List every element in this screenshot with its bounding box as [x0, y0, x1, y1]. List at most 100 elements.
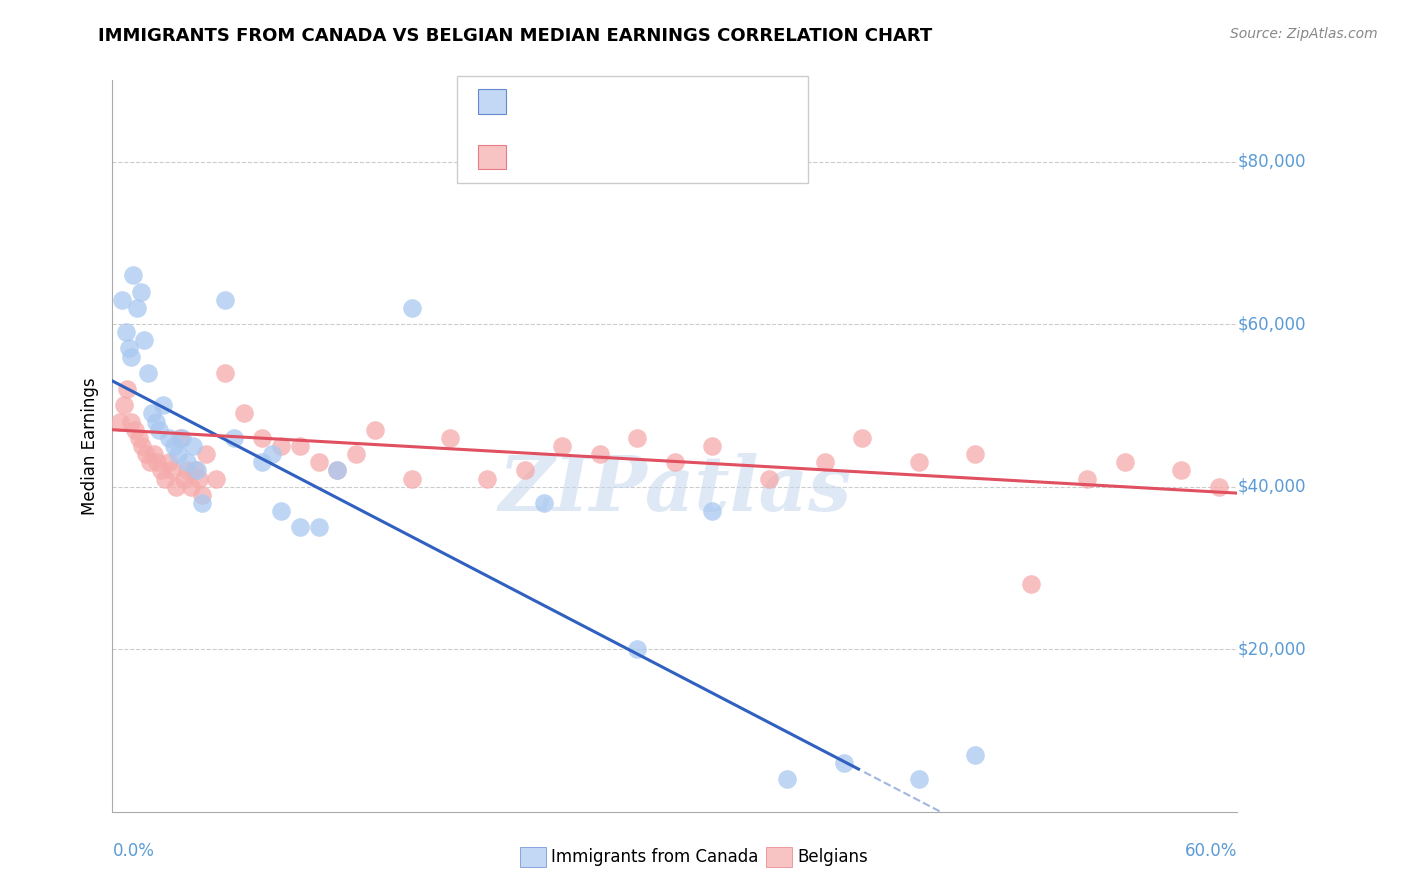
- Point: [184, 463, 207, 477]
- Point: [108, 415, 131, 429]
- Point: [702, 439, 724, 453]
- Point: [139, 455, 162, 469]
- Point: [533, 496, 555, 510]
- Point: [626, 431, 648, 445]
- Point: [153, 471, 176, 485]
- Point: [112, 398, 135, 412]
- Point: [114, 325, 136, 339]
- Point: [344, 447, 367, 461]
- Point: [626, 642, 648, 657]
- Point: [288, 439, 311, 453]
- Point: [141, 407, 163, 421]
- Point: [288, 520, 311, 534]
- Point: [776, 772, 799, 787]
- Point: [131, 439, 153, 453]
- Point: [148, 423, 170, 437]
- Point: [551, 439, 574, 453]
- Point: [176, 463, 198, 477]
- Point: [195, 447, 218, 461]
- Text: N = 53: N = 53: [626, 148, 688, 166]
- Point: [907, 455, 929, 469]
- Text: Source: ZipAtlas.com: Source: ZipAtlas.com: [1230, 27, 1378, 41]
- Point: [270, 439, 292, 453]
- Text: Immigrants from Canada: Immigrants from Canada: [551, 848, 758, 866]
- Point: [1019, 577, 1042, 591]
- Point: [589, 447, 612, 461]
- Point: [162, 463, 184, 477]
- Point: [128, 431, 150, 445]
- Point: [136, 366, 159, 380]
- Point: [308, 520, 330, 534]
- Text: 60.0%: 60.0%: [1185, 842, 1237, 860]
- Point: [181, 439, 204, 453]
- Text: R =: R =: [517, 93, 554, 111]
- Text: ZIPatlas: ZIPatlas: [498, 453, 852, 527]
- Point: [157, 455, 180, 469]
- Point: [702, 504, 724, 518]
- Point: [173, 471, 195, 485]
- Point: [907, 772, 929, 787]
- Y-axis label: Median Earnings: Median Earnings: [80, 377, 98, 515]
- Point: [401, 471, 423, 485]
- Text: $80,000: $80,000: [1237, 153, 1306, 170]
- Point: [122, 268, 145, 283]
- Point: [125, 301, 148, 315]
- Point: [186, 463, 208, 477]
- Point: [191, 496, 214, 510]
- Point: [814, 455, 837, 469]
- Point: [364, 423, 387, 437]
- Point: [176, 455, 198, 469]
- Text: -0.213: -0.213: [553, 148, 612, 166]
- Point: [477, 471, 499, 485]
- Point: [224, 431, 246, 445]
- Text: $60,000: $60,000: [1237, 315, 1306, 333]
- Text: $20,000: $20,000: [1237, 640, 1306, 658]
- Point: [260, 447, 283, 461]
- Point: [111, 293, 134, 307]
- Point: [1076, 471, 1098, 485]
- Point: [204, 471, 226, 485]
- Point: [120, 415, 142, 429]
- Point: [167, 447, 190, 461]
- Point: [214, 293, 236, 307]
- Point: [134, 334, 156, 348]
- Point: [120, 350, 142, 364]
- Text: R =: R =: [517, 148, 558, 166]
- Point: [163, 439, 186, 453]
- Point: [145, 415, 167, 429]
- Point: [326, 463, 349, 477]
- Point: [191, 488, 214, 502]
- Text: IMMIGRANTS FROM CANADA VS BELGIAN MEDIAN EARNINGS CORRELATION CHART: IMMIGRANTS FROM CANADA VS BELGIAN MEDIAN…: [98, 27, 932, 45]
- Point: [1114, 455, 1136, 469]
- Text: N = 37: N = 37: [626, 93, 688, 111]
- Point: [118, 342, 141, 356]
- Point: [270, 504, 292, 518]
- Point: [513, 463, 536, 477]
- Point: [124, 423, 146, 437]
- Point: [117, 382, 139, 396]
- Point: [326, 463, 349, 477]
- Text: Belgians: Belgians: [797, 848, 868, 866]
- Point: [252, 455, 274, 469]
- Point: [187, 471, 209, 485]
- Point: [146, 455, 169, 469]
- Point: [169, 431, 191, 445]
- Point: [150, 463, 173, 477]
- Point: [157, 431, 180, 445]
- Point: [758, 471, 780, 485]
- Point: [1208, 480, 1230, 494]
- Text: 0.0%: 0.0%: [112, 842, 155, 860]
- Point: [1170, 463, 1192, 477]
- Point: [832, 756, 855, 770]
- Point: [170, 431, 193, 445]
- Point: [664, 455, 686, 469]
- Point: [963, 747, 986, 762]
- Point: [135, 447, 157, 461]
- Point: [252, 431, 274, 445]
- Point: [439, 431, 461, 445]
- Point: [851, 431, 873, 445]
- Point: [165, 480, 187, 494]
- Text: $40,000: $40,000: [1237, 477, 1306, 496]
- Point: [129, 285, 152, 299]
- Point: [142, 447, 165, 461]
